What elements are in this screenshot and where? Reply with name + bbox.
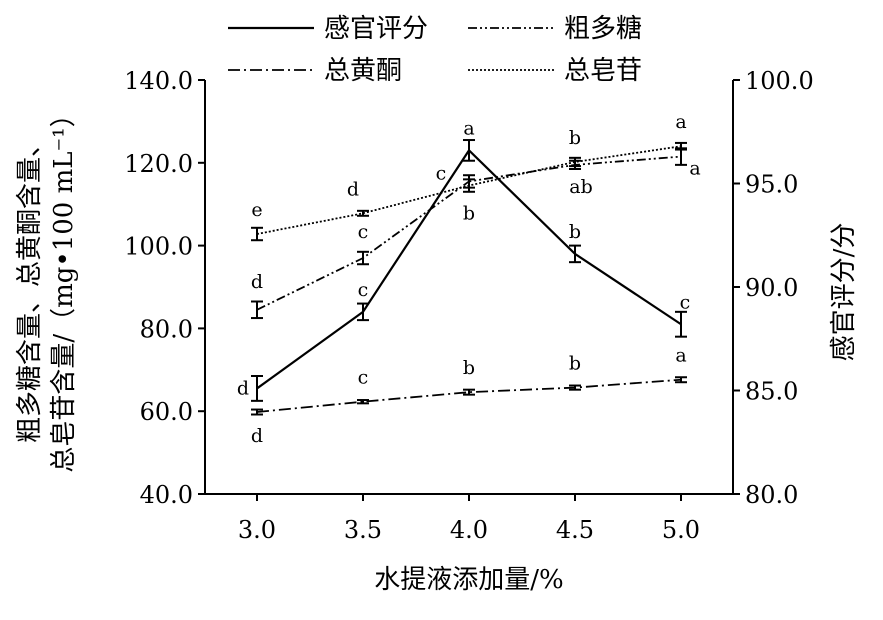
significance-label-polysaccharide: c	[358, 221, 369, 243]
series-layer	[251, 139, 687, 416]
x-axis-title: 水提液添加量/%	[374, 565, 563, 595]
y-right-tick-label: 95.0	[745, 171, 798, 199]
significance-label-saponin: b	[463, 203, 475, 225]
y-right-tick-label: 100.0	[745, 67, 814, 95]
significance-label-flavonoid: c	[358, 367, 369, 389]
significance-label-flavonoid: b	[569, 353, 581, 375]
significance-label-polysaccharide: c	[436, 162, 447, 184]
y-left-tick-label: 40.0	[140, 481, 193, 509]
significance-label-sensory: b	[569, 221, 581, 243]
y-left-tick-label: 100.0	[124, 233, 193, 261]
legend-label-flavonoid: 总黄酮	[324, 56, 402, 86]
y-right-tick-label: 80.0	[745, 481, 798, 509]
legend-label-saponin: 总皂苷	[564, 56, 642, 86]
significance-label-flavonoid: d	[251, 425, 263, 447]
y-left-tick-label: 80.0	[140, 315, 193, 343]
significance-label-flavonoid: a	[675, 345, 686, 367]
significance-label-sensory: c	[680, 291, 691, 313]
significance-label-saponin: e	[251, 199, 262, 221]
x-tick-label: 4.5	[556, 516, 594, 544]
significance-label-sensory: a	[463, 117, 474, 139]
ticks: 40.0 60.0 80.0 100.0 120.0 140.0 80.0 85.0 90.0 9…	[124, 67, 813, 544]
x-tick-label: 4.0	[450, 516, 488, 544]
significance-label-saponin: b	[569, 127, 581, 149]
y-right-tick-label: 85.0	[745, 378, 798, 406]
y-right-tick-label: 90.0	[745, 274, 798, 302]
significance-label-saponin: a	[675, 111, 686, 133]
x-tick-label: 5.0	[662, 516, 700, 544]
significance-label-polysaccharide: a	[689, 158, 700, 180]
y-left-tick-label: 140.0	[124, 67, 193, 95]
y-left-tick-label: 60.0	[140, 398, 193, 426]
x-tick-label: 3.0	[238, 516, 276, 544]
significance-label-saponin: d	[347, 178, 359, 200]
legend-label-sensory: 感官评分	[324, 14, 428, 44]
significance-label-flavonoid: b	[463, 357, 475, 379]
y-left-tick-label: 120.0	[124, 150, 193, 178]
y-right-axis-title: 感官评分/分	[829, 223, 859, 362]
significance-label-sensory: c	[358, 279, 369, 301]
y-left-axis-title-line1: 粗多糖含量、总黄酮含量、	[15, 131, 45, 443]
series-line-flavonoid	[256, 378, 682, 413]
significance-label-polysaccharide: ab	[569, 176, 593, 198]
x-tick-label: 3.5	[344, 516, 382, 544]
legend-label-polysaccharide: 粗多糖	[564, 14, 642, 44]
significance-label-polysaccharide: d	[251, 271, 263, 293]
y-left-axis-title-line2: 总皂苷含量/（mg•100 mL⁻¹）	[49, 101, 79, 472]
significance-label-sensory: d	[237, 377, 249, 399]
